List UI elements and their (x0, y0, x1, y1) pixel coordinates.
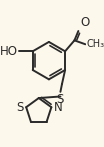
Text: S: S (57, 93, 64, 106)
Text: O: O (80, 16, 89, 29)
Text: HO: HO (0, 45, 18, 58)
Text: N: N (54, 101, 63, 114)
Text: S: S (16, 101, 24, 114)
Text: CH₃: CH₃ (86, 39, 104, 49)
